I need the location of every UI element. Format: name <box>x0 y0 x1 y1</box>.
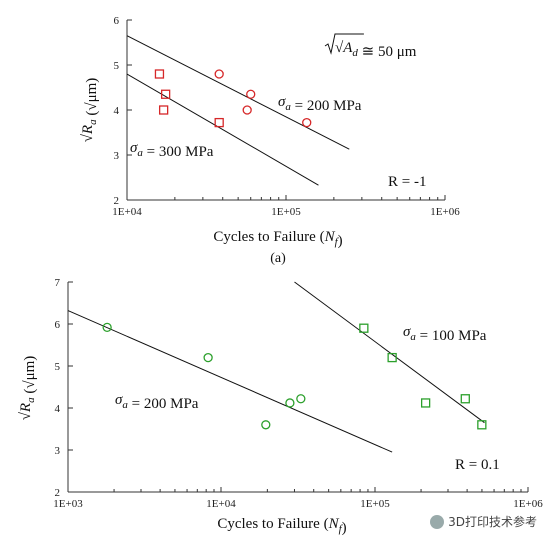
y-tick-label: 4 <box>55 403 61 415</box>
fit-line-series-2 <box>126 73 319 186</box>
y-tick-label: 5 <box>114 60 120 72</box>
annotation-ratio: R = 0.1 <box>455 457 500 473</box>
y-tick-label: 6 <box>55 319 61 331</box>
x-tick-label: 1E+05 <box>360 498 390 510</box>
data-point-square <box>477 420 487 430</box>
data-point-circle <box>203 352 213 363</box>
data-point-circle <box>102 322 112 333</box>
y-tick-label: 3 <box>55 445 61 457</box>
fit-line-series-1 <box>294 281 485 424</box>
wechat-icon <box>430 514 445 529</box>
chart-panel-1: 2 3 4 5 6 1E+04 1E+05 1E+06 √Ad ≅ 50 μm R = -1 σa … <box>80 15 460 266</box>
data-point-square <box>460 394 470 404</box>
sqrt-sign-icon <box>324 33 364 55</box>
data-point-square <box>158 105 169 115</box>
x-tick-label: 1E+06 <box>513 498 543 510</box>
annotation-series_a: σa = 200 MPa <box>278 94 362 114</box>
y-tick-label: 3 <box>114 150 120 162</box>
x-tick-label: 1E+06 <box>430 206 460 218</box>
y-tick-label: 5 <box>55 361 61 373</box>
y-axis-label-group: √Ra (√μm) <box>18 356 38 421</box>
panel-label: (a) <box>270 251 286 266</box>
data-point-circle <box>246 89 256 99</box>
annotation-series_b: σa = 200 MPa <box>115 392 199 412</box>
data-point-square <box>160 89 171 99</box>
annotation-series_b: σa = 300 MPa <box>130 140 214 160</box>
y-tick-label: 6 <box>114 15 120 27</box>
x-tick-label: 1E+03 <box>53 498 83 510</box>
annotation-ratio: R = -1 <box>388 174 426 190</box>
y-tick-label: 7 <box>55 277 61 289</box>
x-tick-label: 1E+05 <box>271 206 301 218</box>
watermark: 3D打印技术参考 <box>430 513 537 530</box>
watermark-text: 3D打印技术参考 <box>448 515 537 529</box>
y-tick-label: 2 <box>114 195 120 207</box>
data-point-square <box>359 323 369 333</box>
fit-line-series-1 <box>126 35 350 150</box>
annotation-defect-size: √Ad ≅ 50 μm <box>335 40 417 60</box>
fit-line-series-2 <box>67 310 393 453</box>
data-point-square <box>420 398 431 408</box>
data-point-circle <box>302 117 312 128</box>
x-tick-label: 1E+04 <box>112 206 142 218</box>
annotation-series_a: σa = 100 MPa <box>403 324 487 344</box>
data-point-circle <box>285 398 295 408</box>
y-axis-label-group: √Ra (√μm) <box>80 78 100 143</box>
y-axis-label: √Ra (√μm) <box>80 78 100 143</box>
data-point-square <box>214 117 224 128</box>
chart-panel-2: 2 3 4 5 6 7 1E+03 1E+04 1E+05 1E+06 R = 0.1 σa = 10… <box>18 277 543 536</box>
x-axis-label: Cycles to Failure (Nf) <box>217 516 346 536</box>
y-tick-label: 2 <box>55 487 61 499</box>
data-point-circle <box>296 394 306 404</box>
data-point-circle <box>242 105 252 115</box>
x-tick-label: 1E+04 <box>206 498 236 510</box>
data-point-circle <box>261 420 271 430</box>
x-axis-label: Cycles to Failure (Nf) <box>213 229 342 249</box>
data-point-square <box>387 352 397 363</box>
data-point-square <box>154 69 165 79</box>
data-point-circle <box>214 69 224 79</box>
y-tick-label: 4 <box>114 105 120 117</box>
y-axis-label: √Ra (√μm) <box>18 356 38 421</box>
